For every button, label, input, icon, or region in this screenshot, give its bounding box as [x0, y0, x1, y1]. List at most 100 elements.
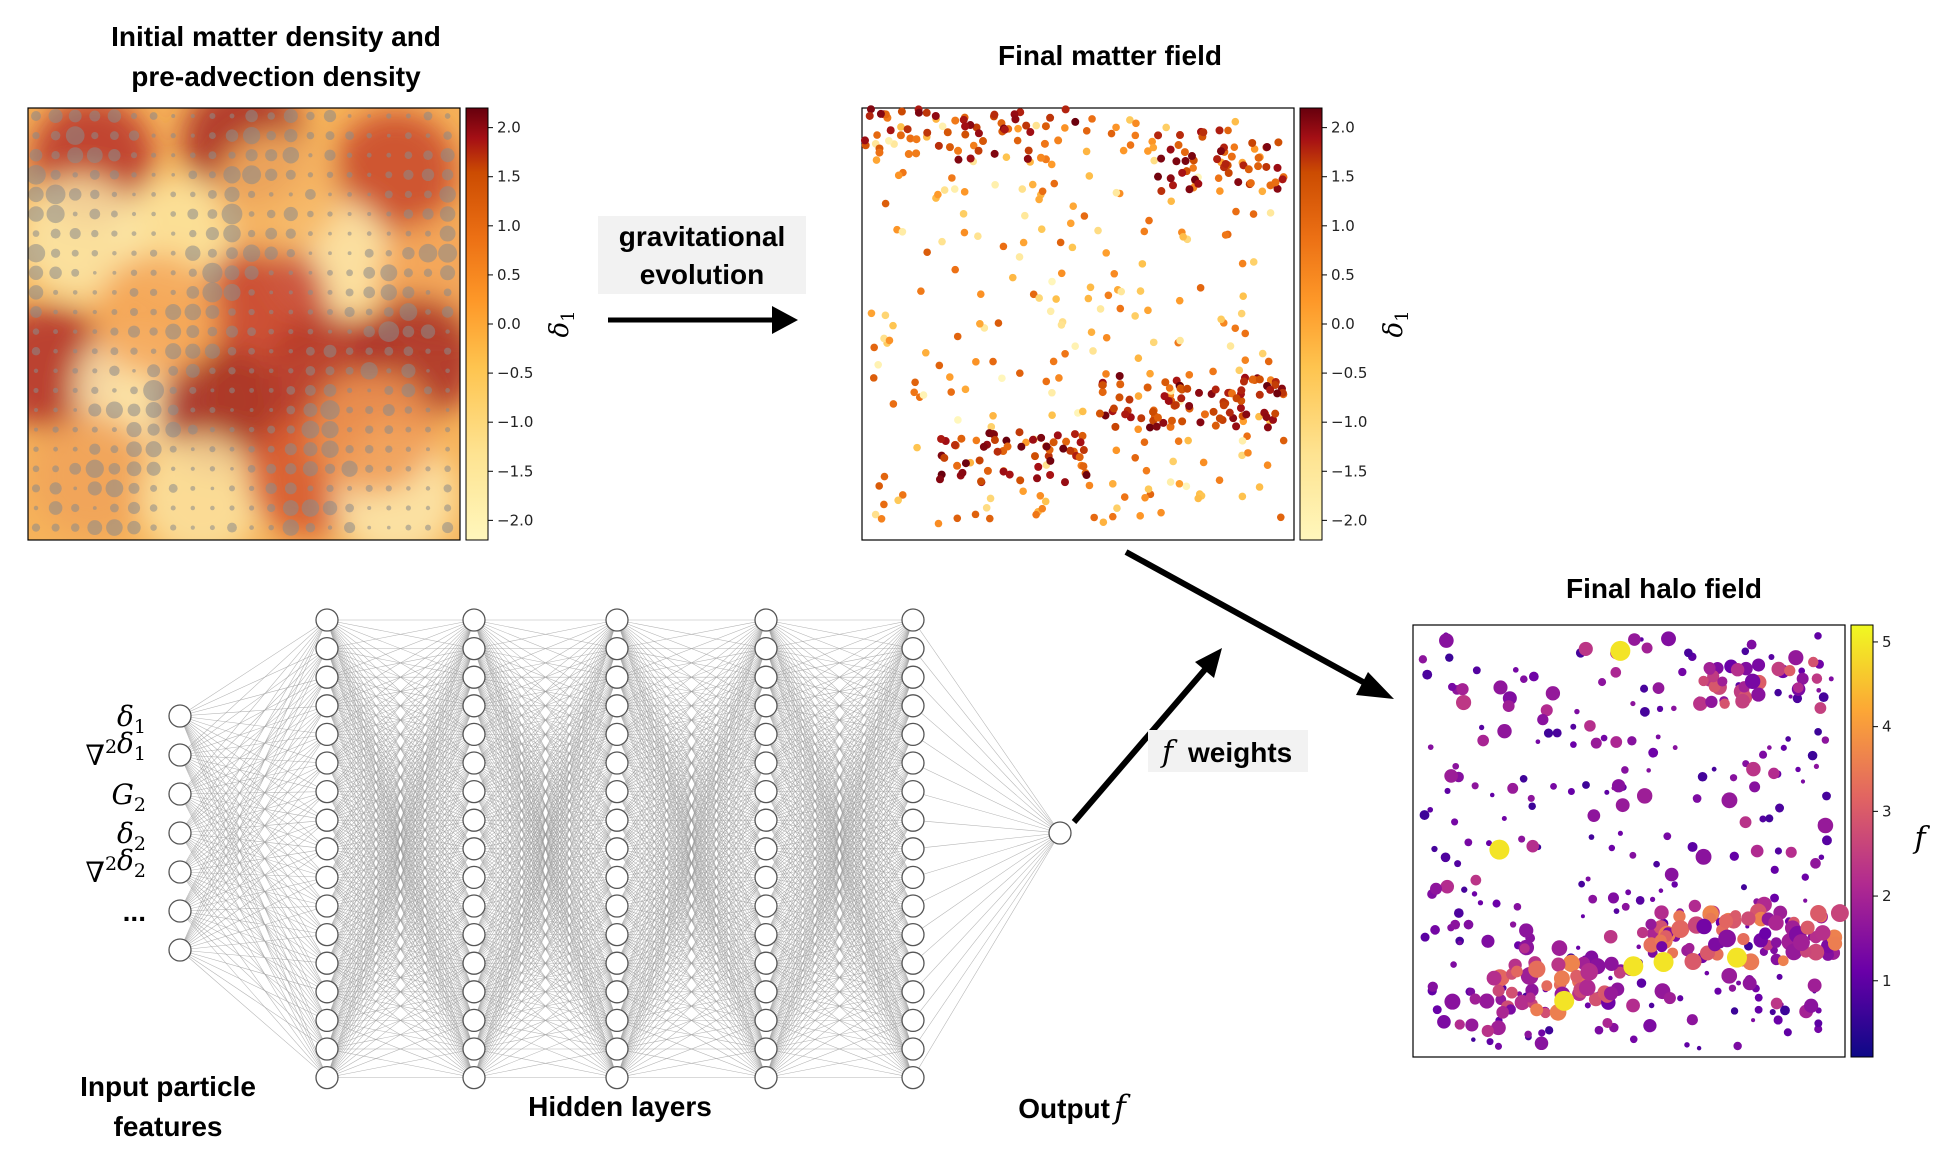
network-node: [754, 865, 778, 890]
initial-colorbar: 2.0 1.5 1.0 0.5 0.0 −0.5 −1.0 −1.5 −2.0 δ1: [465, 107, 579, 541]
initial-colorbar-tick-label: 2.0: [497, 119, 521, 137]
network-node: [754, 636, 778, 661]
network-node: [901, 865, 925, 890]
network-node: [605, 894, 629, 918]
network-node: [754, 779, 778, 804]
output-label: Output: [1018, 1093, 1110, 1124]
weights-arrow-line: [1071, 664, 1211, 824]
halo-particles: [1418, 631, 1849, 1051]
input-feature-5: ∇2δ2: [85, 844, 146, 889]
gravitational-arrow-group: gravitational evolution: [598, 216, 806, 334]
gravitational-label-bg: [598, 216, 806, 294]
final-halo-colorbar-tick-label: 3: [1882, 802, 1892, 820]
final-matter-colorbar-tick-label: −1.0: [1331, 413, 1367, 431]
network-node: [901, 694, 925, 718]
network-node: [754, 1037, 778, 1061]
gravitational-label-line1: gravitational: [619, 221, 785, 252]
network-node: [754, 608, 778, 632]
input-feature-1: δ1: [117, 700, 146, 738]
network-node: [605, 1065, 629, 1090]
network-node: [605, 808, 629, 832]
network-node: [462, 865, 486, 890]
initial-colorbar-tick-label: −1.5: [497, 462, 533, 480]
final-matter-colorbar-label: δ1: [1379, 310, 1413, 337]
gravitational-label-line2: evolution: [640, 259, 764, 290]
network-node: [315, 665, 339, 689]
network-node: [901, 665, 925, 689]
final-matter-colorbar-tick-label: −0.5: [1331, 364, 1367, 382]
network-node: [315, 779, 339, 804]
network-node: [605, 1037, 629, 1061]
network-node: [462, 894, 486, 918]
network-node: [605, 922, 629, 947]
final-matter-particles: [860, 105, 1288, 528]
final-halo-colorbar: 5 4 3 2 1 f: [1850, 624, 1930, 1058]
network-node: [315, 1065, 339, 1090]
network-node: [754, 751, 778, 775]
network-node: [315, 1008, 339, 1033]
network-node: [168, 782, 192, 806]
network-node: [605, 751, 629, 775]
weights-label-bg: [1148, 730, 1308, 772]
network-node: [605, 665, 629, 689]
initial-colorbar-tick-label: −2.0: [497, 511, 533, 529]
network-node: [315, 865, 339, 890]
network-node: [462, 1008, 486, 1033]
network-node: [605, 980, 629, 1004]
network-node: [605, 694, 629, 718]
network-node: [754, 980, 778, 1004]
initial-colorbar-tick-label: 1.0: [497, 217, 521, 235]
initial-title-line1: Initial matter density and: [111, 21, 441, 52]
weights-label: weights: [1187, 737, 1292, 768]
network-node: [462, 779, 486, 804]
final-matter-colorbar-tick-label: 1.0: [1331, 217, 1355, 235]
input-label-line2: features: [114, 1111, 223, 1142]
network-node: [605, 951, 629, 975]
network-node: [168, 938, 192, 962]
final-matter-panel: Final matter field 2.0 1.5 1.0 0.5 0.0 −0.5 −1…: [860, 40, 1413, 541]
final-halo-colorbar-label: f: [1912, 821, 1930, 856]
network-node: [462, 808, 486, 832]
initial-colorbar-label: δ1: [545, 310, 579, 337]
input-feature-2: ∇2δ1: [85, 727, 146, 772]
initial-colorbar-tick-label: 0.0: [497, 315, 521, 333]
network-node: [605, 608, 629, 632]
initial-density-panel: Initial matter density and pre-advection…: [27, 21, 579, 541]
network-node: [605, 779, 629, 804]
network-node: [462, 980, 486, 1004]
network-node: [168, 704, 192, 728]
network-node: [754, 922, 778, 947]
output-math-f: f: [1112, 1088, 1131, 1126]
network-node: [315, 837, 339, 861]
network-node: [462, 722, 486, 747]
initial-colorbar-tick-label: −0.5: [497, 364, 533, 382]
network-node: [462, 1065, 486, 1090]
network-node: [754, 837, 778, 861]
network-node: [901, 1037, 925, 1061]
network-node: [462, 608, 486, 632]
network-node: [462, 837, 486, 861]
network-node: [901, 1008, 925, 1033]
initial-colorbar-tick-label: 0.5: [497, 266, 521, 284]
initial-title-line2: pre-advection density: [131, 61, 421, 92]
halo-arrow-head: [1356, 672, 1394, 699]
network-node: [462, 751, 486, 775]
network-node: [901, 722, 925, 747]
network-node: [754, 694, 778, 718]
network-node: [462, 636, 486, 661]
final-matter-colorbar-tick-label: 1.5: [1331, 168, 1355, 186]
final-halo-frame: [1412, 624, 1846, 1058]
network-node: [901, 922, 925, 947]
gravitational-arrow-head: [772, 306, 798, 334]
input-feature-3: G2: [112, 778, 146, 816]
final-halo-colorbar-tick-label: 2: [1882, 887, 1892, 905]
network-node: [168, 743, 192, 767]
network-nodes: [168, 608, 1072, 1090]
network-node: [462, 1037, 486, 1061]
input-feature-6: ...: [123, 896, 146, 927]
network-node: [901, 837, 925, 861]
network-node: [605, 837, 629, 861]
final-matter-colorbar-tick-label: 0.5: [1331, 266, 1355, 284]
